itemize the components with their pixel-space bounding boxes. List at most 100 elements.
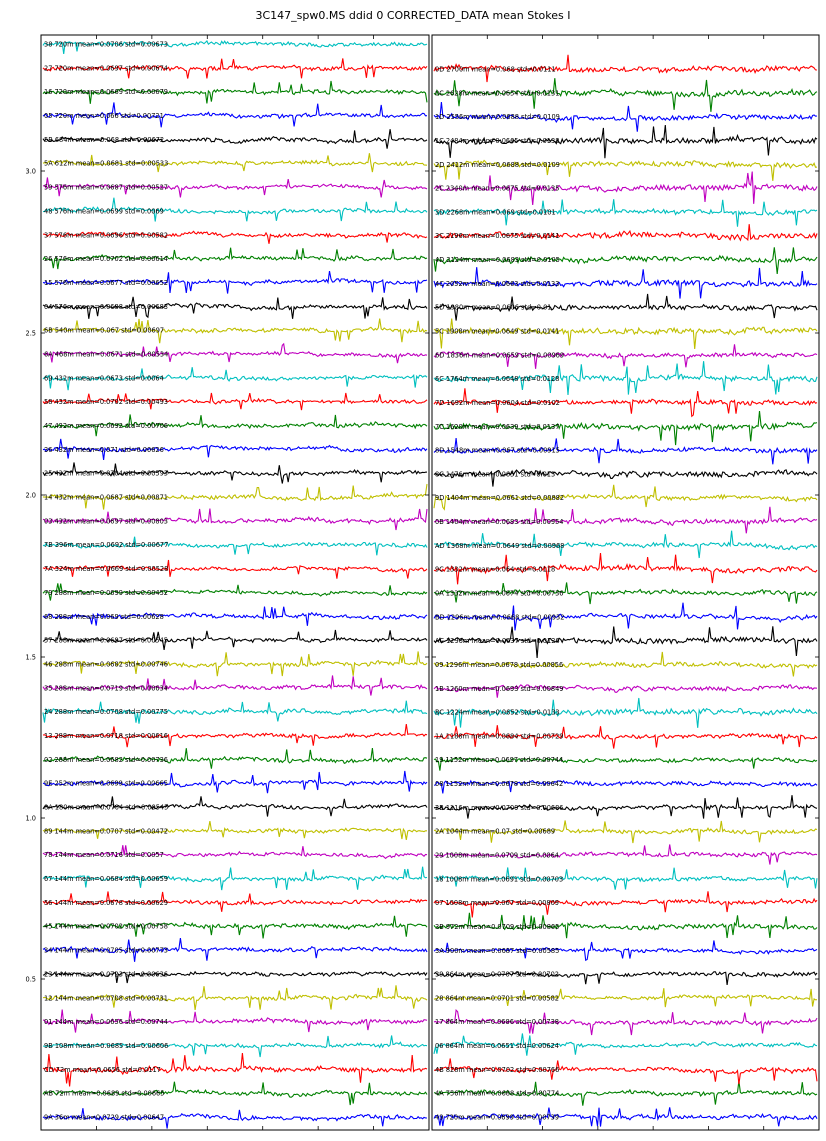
- series-line-left-7: [42, 938, 428, 962]
- chart-title: 3C147_spw0.MS ddid 0 CORRECTED_DATA mean…: [255, 9, 571, 22]
- series-line-left-44: [42, 58, 428, 79]
- panel-right: 49 720m mean=0.0699 std=0.00739 4A 756m m…: [433, 54, 818, 1127]
- series-label-right-38: 3D 2268m mean=0.069 std=0.0101: [435, 208, 556, 216]
- series-label-left-41: 5B 684m mean=0.068 std=0.00672: [44, 136, 164, 144]
- series-label-right-7: 3A 900m mean=0.0687 std=0.00585: [435, 947, 559, 955]
- series-line-left-31: [42, 367, 428, 391]
- series-label-left-38: 48 576m mean=0.0699 std=0.0069: [44, 207, 164, 215]
- series-label-right-18: 1B 1260m mean=0.0693 std=0.00849: [435, 685, 564, 693]
- series-line-right-28: [433, 438, 818, 465]
- series-line-left-23: [42, 559, 428, 579]
- series-label-right-0: 49 720m mean=0.0699 std=0.00739: [435, 1114, 559, 1122]
- series-line-left-39: [42, 177, 428, 198]
- series-line-right-30: [433, 388, 818, 418]
- series-label-left-44: 27 720m mean=0.0697 std=0.00674: [44, 64, 168, 72]
- series-label-left-6: 23 144m mean=0.0723 std=0.00636: [44, 970, 168, 978]
- series-line-left-5: [42, 985, 428, 1010]
- series-label-right-22: 0A 1332m mean=0.0674 std=0.00736: [435, 590, 564, 598]
- series-label-left-32: 6A 468m mean=0.0671 std=0.00534: [44, 350, 168, 358]
- series-line-right-11: [433, 844, 818, 865]
- series-label-right-6: 39 864m mean=0.0707 std=0.00702: [435, 971, 559, 979]
- series-label-right-43: 0C 2628m mean=0.0654 std=0.0131: [435, 89, 559, 97]
- series-label-left-40: 5A 612m mean=0.0681 std=0.00533: [44, 160, 168, 168]
- series-label-right-37: 3C 2196m mean=0.0675 std=0.0141: [435, 232, 559, 240]
- series-line-left-1: [42, 1081, 428, 1106]
- series-line-right-24: [433, 530, 818, 559]
- series-line-right-4: [433, 1009, 818, 1036]
- series-label-right-36: 4D 2124m mean=0.0683 std=0.0105: [435, 256, 560, 264]
- y-tick-label-2: 1.5: [26, 654, 37, 662]
- series-label-left-1: AB 72m mean=0.0689 std=0.00665: [44, 1090, 164, 1098]
- series-label-left-17: 24 288m mean=0.0708 std=0.00775: [44, 708, 168, 716]
- series-line-left-9: [42, 891, 428, 912]
- series-label-left-18: 35 288m mean=0.0719 std=0.00634: [44, 684, 168, 692]
- series-label-right-4: 17 864m mean=0.0686 std=0.00738: [435, 1018, 559, 1026]
- series-label-right-13: 2B 1116m mean=0.0709 std=0.00686: [435, 804, 564, 812]
- series-label-right-17: BC 1224m mean=0.0652 std=0.0133: [435, 709, 560, 717]
- series-line-right-9: [433, 891, 818, 918]
- series-line-right-7: [433, 940, 818, 962]
- series-line-right-19: [433, 651, 818, 677]
- series-label-left-2: CD 72m mean=0.0656 std=0.0117: [44, 1066, 161, 1074]
- series-label-right-12: 2A 1044m mean=0.07 std=0.00689: [435, 828, 555, 836]
- series-line-left-10: [42, 866, 428, 891]
- series-line-right-13: [433, 795, 818, 819]
- series-line-right-12: [433, 820, 818, 844]
- series-line-right-43: [433, 78, 818, 112]
- series-line-left-32: [42, 342, 428, 364]
- series-line-right-16: [433, 725, 818, 749]
- series-line-right-22: [433, 582, 818, 605]
- series-line-left-12: [42, 820, 427, 840]
- series-line-right-14: [433, 779, 818, 794]
- series-label-left-16: 13 288m mean=0.0718 std=0.00616: [44, 732, 168, 740]
- series-label-left-37: 37 576m mean=0.0696 std=0.00582: [44, 231, 168, 239]
- series-label-left-9: 56 144m mean=0.0678 std=0.00629: [44, 899, 168, 907]
- series-label-right-1: 4A 756m mean=0.0688 std=0.00774: [435, 1090, 559, 1098]
- series-line-left-35: [42, 270, 428, 294]
- series-label-right-3: 06 864m mean=0.0651 std=0.00624: [435, 1042, 559, 1050]
- series-line-left-19: [42, 651, 428, 677]
- series-line-left-36: [42, 247, 428, 270]
- x-ticks-left: [40, 35, 430, 1130]
- series-label-left-14: 9E 252m mean=0.0699 std=0.00665: [44, 780, 168, 788]
- series-label-right-15: 19 1152m mean=0.0697 std=0.00744: [435, 756, 563, 764]
- series-line-right-17: [433, 697, 818, 728]
- series-line-left-11: [42, 845, 428, 860]
- series-label-left-45: 38 720m mean=0.0706 std=0.00673: [44, 41, 168, 49]
- series-label-right-29: 7C 1620m mean=0.0639 std=0.0137: [435, 423, 559, 431]
- series-line-left-42: [42, 102, 428, 128]
- axes-frame-left: [40, 34, 430, 1131]
- series-line-left-41: [42, 129, 428, 149]
- series-label-right-20: AC 1296m mean=0.0637 std=0.0126: [435, 637, 560, 645]
- series-label-right-19: 09 1296m mean=0.0678 std=0.00856: [435, 661, 563, 669]
- series-label-left-36: 26 576m mean=0.0702 std=0.00614: [44, 255, 168, 263]
- series-label-left-13: 8A 180m mean=0.0704 std=0.00545: [44, 804, 168, 812]
- axes-frame-right: [431, 34, 820, 1131]
- series-line-right-39: [433, 171, 818, 205]
- y-tick-label-4: 2.5: [26, 330, 37, 338]
- series-line-right-15: [433, 756, 818, 771]
- series-label-left-12: 89 144m mean=0.0707 std=0.00472: [44, 827, 168, 835]
- series-line-left-28: [42, 438, 428, 460]
- series-line-left-17: [42, 700, 428, 724]
- series-line-right-40: [433, 159, 818, 181]
- series-label-left-15: 02 288m mean=0.0682 std=0.00736: [44, 756, 168, 764]
- series-line-left-0: [42, 1108, 428, 1129]
- panel-left: 9A 36m mean=0.0729 std=0.00647 AB 72m mea…: [42, 40, 428, 1129]
- series-line-right-10: [433, 867, 818, 890]
- series-line-right-2: [433, 1058, 818, 1085]
- series-line-left-20: [42, 629, 428, 650]
- series-label-right-10: 18 1008m mean=0.0691 std=0.00703: [435, 875, 563, 883]
- series-line-right-21: [433, 602, 818, 631]
- series-label-left-21: 68 288m mean=0.069 std=0.00628: [44, 613, 164, 621]
- series-label-left-4: 01 144m mean=0.0656 std=0.00744: [44, 1018, 168, 1026]
- series-label-right-31: 6C 1764m mean=0.0648 std=0.0128: [435, 375, 559, 383]
- series-label-right-41: 1C 2484m mean=0.0665 std=0.0138: [435, 137, 559, 145]
- series-label-right-2: 4B 828m mean=0.0702 std=0.00766: [435, 1066, 559, 1074]
- series-label-left-25: 03 432m mean=0.0697 std=0.00803: [44, 517, 168, 525]
- series-line-right-23: [433, 553, 818, 585]
- series-label-right-25: 0B 1404m mean=0.0683 std=0.00954: [435, 518, 564, 526]
- series-line-left-6: [42, 970, 428, 984]
- series-label-right-24: AD 1368m mean=0.0649 std=0.00968: [435, 542, 564, 550]
